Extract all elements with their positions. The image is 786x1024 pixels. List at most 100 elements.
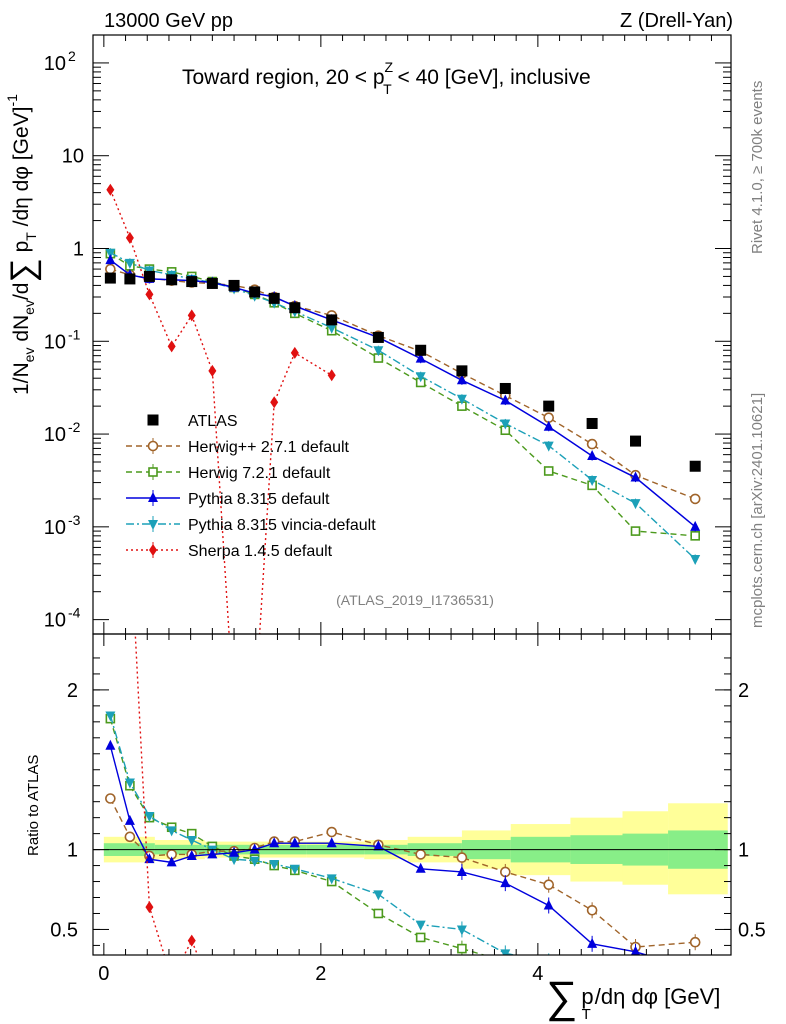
data-point-ATLAS: [689, 460, 701, 472]
ratio-point-herwigpp: [500, 866, 511, 878]
ratio-point-vincia: [326, 874, 337, 885]
rivet-version-label: Rivet 4.1.0, ≥ 700k events: [749, 81, 766, 254]
legend-marker-ATLAS: [147, 414, 159, 426]
y-tick-label: 1: [73, 238, 84, 260]
legend-label-pythia: Pythia 8.315 default: [188, 491, 330, 508]
ratio-point-pythia: [630, 945, 641, 955]
data-point-vincia: [587, 475, 598, 486]
data-point-ATLAS: [499, 382, 511, 394]
data-point-ATLAS: [630, 435, 642, 447]
ratio-line-sherpa: [134, 635, 199, 955]
data-point-ATLAS: [124, 273, 136, 285]
ratio-point-herwigpp: [543, 879, 555, 891]
data-point-vincia: [543, 441, 554, 452]
ratio-panel-series: [105, 635, 701, 1007]
y-tick-label: 10 -2: [44, 419, 81, 446]
ratio-point-vincia: [500, 949, 511, 955]
ratio-point-vincia: [415, 920, 426, 931]
legend-label-herwigpp: Herwig++ 2.7.1 default: [188, 439, 350, 456]
ratio-point-sherpa: [187, 934, 196, 947]
ratio-point-vincia: [229, 855, 240, 866]
ratio-point-pythia: [144, 853, 155, 864]
analysis-id-label: (ATLAS_2019_I1736531): [336, 592, 494, 608]
ratio-point-pythia: [456, 865, 467, 876]
ratio-tick-label: 0.5: [50, 919, 78, 941]
legend-marker-herwig7: [148, 467, 158, 477]
ratio-point-herwig7: [415, 932, 426, 943]
ratio-point-vincia: [373, 890, 384, 901]
data-point-pythia: [415, 352, 426, 363]
ratio-tick-label-right: 0.5: [738, 919, 766, 941]
ratio-point-pythia: [326, 837, 337, 848]
data-point-ATLAS: [289, 302, 301, 314]
main-panel-series: [104, 183, 701, 634]
ratio-point-herwig7: [457, 943, 467, 954]
legend-marker-sherpa: [149, 544, 157, 556]
ratio-point-herwigpp: [415, 849, 426, 860]
legend-marker-pythia: [148, 492, 158, 502]
data-point-ATLAS: [415, 344, 427, 356]
ratio-point-herwig7: [588, 970, 596, 978]
ratio-point-pythia: [269, 837, 280, 848]
ratio-point-herwigpp: [586, 904, 598, 916]
data-point-vincia: [500, 419, 511, 430]
data-point-sherpa: [125, 231, 134, 244]
y-tick-label: 10 -4: [44, 605, 81, 632]
ratio-point-vincia: [456, 925, 467, 936]
data-point-herwigpp: [689, 493, 701, 505]
ratio-point-pythia: [289, 837, 300, 848]
axis-ticks: 0 2 4 10-4 10-3 10-2 10 -1 1 10 10 2 0.5 0.5 1 1 2 2: [44, 34, 766, 985]
mcplots-reference-label: mcplots.cern.ch [arXiv:2401.10621]: [749, 393, 766, 628]
ratio-point-herwigpp: [456, 852, 468, 863]
series-line-vincia: [110, 252, 696, 560]
y-axis-label: 1/Nev dNev/d∑ pT /dη dφ [GeV]-1: [4, 94, 42, 395]
data-point-herwigpp: [586, 438, 598, 450]
data-point-pythia: [543, 420, 554, 431]
data-point-pythia: [456, 374, 467, 385]
data-point-pythia: [690, 520, 701, 531]
ratio-point-sherpa: [251, 995, 259, 1007]
x-tick-label: 0: [98, 963, 109, 985]
ratio-tick-label: 1: [67, 840, 78, 862]
data-point-sherpa: [270, 396, 279, 409]
ratio-point-sherpa: [328, 963, 336, 975]
ratio-point-pythia: [690, 963, 700, 973]
data-point-pythia: [630, 471, 641, 482]
x-tick-label: 4: [532, 963, 543, 985]
data-point-herwig7: [543, 466, 554, 476]
data-point-ATLAS: [268, 292, 280, 304]
data-point-vincia: [373, 346, 384, 357]
ratio-point-sherpa: [168, 973, 176, 985]
ratio-point-vincia: [289, 864, 300, 875]
chart-title: Toward region, 20 < pZ T < 40 [GeV], incl…: [182, 59, 591, 97]
y-tick-label: 10 -3: [44, 512, 81, 539]
data-point-sherpa: [106, 183, 115, 196]
ratio-uncertainty-band: [103, 803, 728, 895]
ratio-panel-frame: [92, 633, 732, 956]
ratio-point-pythia: [415, 862, 426, 873]
legend-label-sherpa: Sherpa 1.4.5 default: [188, 543, 333, 560]
data-point-sherpa: [208, 364, 217, 377]
ratio-point-sherpa: [291, 955, 299, 967]
data-point-vincia: [326, 323, 337, 334]
data-point-vincia: [690, 555, 701, 566]
ratio-point-pythia: [500, 877, 511, 888]
ratio-point-herwigpp: [326, 826, 338, 838]
legend-label-vincia: Pythia 8.315 vincia-default: [188, 517, 376, 534]
ratio-tick-label: 2: [67, 680, 78, 702]
data-point-ATLAS: [249, 286, 261, 298]
data-point-ATLAS: [586, 417, 598, 429]
data-point-sherpa: [145, 288, 154, 301]
ratio-point-vincia: [166, 826, 177, 837]
data-point-pythia: [587, 450, 598, 461]
y-tick-label: 10 -1: [44, 326, 81, 353]
ratio-point-pythia: [249, 843, 260, 854]
ratio-point-vincia: [631, 972, 641, 982]
y-tick-label: 10: [62, 146, 84, 168]
ratio-point-pythia: [207, 848, 218, 859]
data-point-ATLAS: [104, 272, 116, 284]
ratio-point-sherpa: [230, 995, 238, 1007]
header-energy-label: 13000 GeV pp: [104, 10, 233, 32]
data-point-pythia: [500, 394, 511, 405]
